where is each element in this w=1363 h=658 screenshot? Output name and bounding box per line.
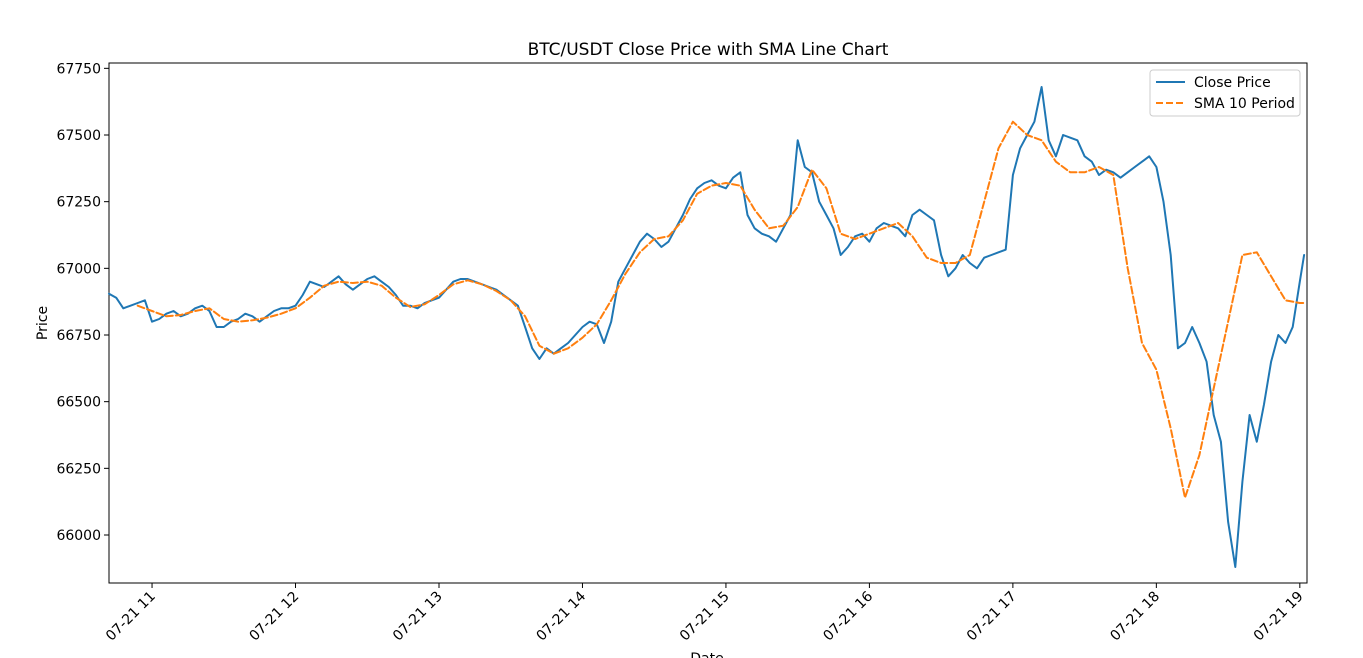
x-tick-label: 07-21 13 <box>390 589 446 645</box>
y-tick-label: 67500 <box>56 128 101 144</box>
x-tick-label: 07-21 12 <box>247 589 303 645</box>
legend-label-close-price: Close Price <box>1194 75 1271 91</box>
y-tick-label: 67750 <box>56 61 101 77</box>
close-price-line <box>108 86 1306 568</box>
series-layer <box>108 86 1306 568</box>
x-tick-label: 07-21 19 <box>1251 589 1307 645</box>
plot-frame <box>108 62 1308 584</box>
y-tick-label: 67000 <box>56 261 101 277</box>
x-tick-label: 07-21 16 <box>820 588 876 644</box>
x-tick-label: 07-21 15 <box>677 589 733 645</box>
x-tick-label: 07-21 11 <box>103 589 159 645</box>
y-tick-label: 66500 <box>56 395 101 411</box>
sma-10-line <box>136 120 1306 499</box>
chart-title: BTC/USDT Close Price with SMA Line Chart <box>528 40 889 60</box>
x-axis: 07-21 11 07-21 12 07-21 13 07-21 14 07-21 15… <box>103 583 1307 644</box>
plot-area: 66000 66250 66500 66750 67000 67250 67500 67750… <box>56 61 1308 644</box>
x-tick-label: 07-21 18 <box>1107 589 1163 645</box>
y-axis-label: Price <box>35 306 51 340</box>
x-tick-label: 07-21 17 <box>964 589 1020 645</box>
y-tick-label: 66750 <box>56 328 101 344</box>
y-tick-label: 67250 <box>56 195 101 211</box>
y-axis: 66000 66250 66500 66750 67000 67250 67500 67750 <box>56 61 109 544</box>
x-tick-label: 07-21 14 <box>533 588 589 644</box>
y-tick-label: 66000 <box>56 528 101 544</box>
legend: Close Price SMA 10 Period <box>1149 69 1301 117</box>
legend-label-sma: SMA 10 Period <box>1194 96 1295 112</box>
y-tick-label: 66250 <box>56 461 101 477</box>
legend-box <box>1149 69 1301 117</box>
x-axis-label: Date <box>690 651 723 658</box>
